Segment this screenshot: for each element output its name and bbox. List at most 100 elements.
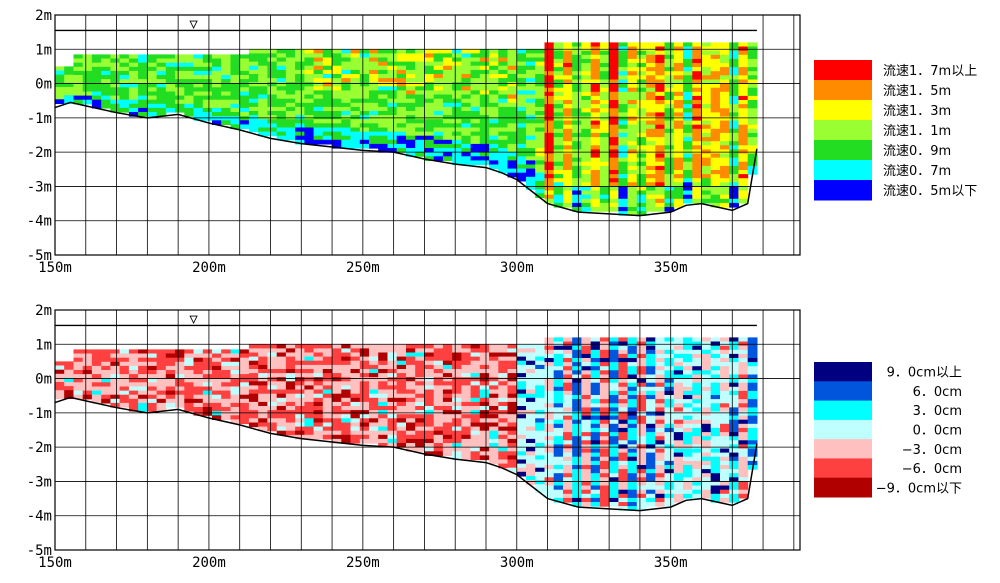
field-cell xyxy=(332,131,342,137)
field-cell xyxy=(184,75,195,80)
field-cell xyxy=(202,353,213,359)
field-cell xyxy=(609,71,619,76)
field-cell xyxy=(563,362,573,367)
field-cell xyxy=(627,182,638,187)
field-cell xyxy=(673,87,684,93)
field-cell xyxy=(489,414,499,419)
field-cell xyxy=(720,477,730,482)
field-cell xyxy=(461,102,472,108)
field-cell xyxy=(692,366,703,371)
field-cell xyxy=(369,53,379,59)
field-cell xyxy=(406,377,416,382)
field-cell xyxy=(110,58,121,64)
field-cell xyxy=(101,390,111,396)
field-cell xyxy=(581,87,592,93)
field-cell xyxy=(479,393,490,399)
field-cell xyxy=(461,82,472,87)
field-cell xyxy=(609,341,619,347)
field-cell xyxy=(655,178,666,183)
field-cell xyxy=(489,455,499,461)
field-cell xyxy=(535,463,545,469)
field-cell xyxy=(175,382,185,387)
field-cell xyxy=(313,53,324,59)
field-cell xyxy=(55,394,65,399)
field-cell xyxy=(230,382,241,387)
field-cell xyxy=(341,344,352,349)
field-cell xyxy=(332,426,342,432)
field-cell xyxy=(184,66,195,72)
field-cell xyxy=(91,91,102,97)
field-cell xyxy=(175,353,185,359)
field-cell xyxy=(553,83,564,89)
field-cell xyxy=(378,78,388,83)
field-cell xyxy=(701,460,712,466)
field-cell xyxy=(720,182,730,187)
field-cell xyxy=(590,116,601,122)
field-cell xyxy=(618,390,629,396)
field-cell xyxy=(378,135,388,141)
field-cell xyxy=(738,485,749,491)
field-cell xyxy=(332,135,342,141)
field-cell xyxy=(221,415,231,420)
field-cell xyxy=(424,373,435,378)
field-cell xyxy=(387,148,398,153)
field-cell xyxy=(424,98,435,104)
field-cell xyxy=(526,348,536,354)
field-cell xyxy=(350,381,361,386)
legend-label: 9．0cm以上 xyxy=(887,366,962,381)
field-cell xyxy=(729,399,739,404)
field-cell xyxy=(563,145,573,150)
field-cell xyxy=(285,364,296,370)
field-cell xyxy=(526,176,536,182)
field-cell xyxy=(683,165,693,171)
field-cell xyxy=(599,423,610,429)
field-cell xyxy=(295,356,305,362)
field-cell xyxy=(646,58,656,64)
field-cell xyxy=(581,432,592,437)
field-cell xyxy=(295,393,305,399)
field-cell xyxy=(498,49,509,54)
field-cell xyxy=(433,389,444,395)
field-cell xyxy=(378,414,388,419)
field-cell xyxy=(618,112,629,118)
field-cell xyxy=(424,438,435,444)
field-cell xyxy=(747,460,758,466)
field-cell xyxy=(498,393,509,399)
field-cell xyxy=(618,178,629,183)
field-cell xyxy=(526,57,536,63)
field-cell xyxy=(156,365,167,371)
field-cell xyxy=(683,411,693,417)
field-cell xyxy=(64,66,74,72)
field-cell xyxy=(442,82,453,87)
field-cell xyxy=(526,381,536,386)
field-cell xyxy=(710,353,721,359)
field-cell xyxy=(572,190,582,196)
field-cell xyxy=(692,128,703,134)
field-cell xyxy=(692,419,703,425)
field-cell xyxy=(572,448,582,454)
field-cell xyxy=(627,198,638,204)
field-cell xyxy=(479,131,490,137)
field-cell xyxy=(461,123,472,128)
field-cell xyxy=(498,115,509,120)
field-cell xyxy=(738,104,749,109)
field-cell xyxy=(119,62,130,68)
field-cell xyxy=(332,356,342,362)
field-cell xyxy=(452,74,462,79)
field-cell xyxy=(73,58,84,64)
field-cell xyxy=(479,447,490,452)
field-cell xyxy=(646,477,656,482)
field-cell xyxy=(590,407,601,413)
field-cell xyxy=(147,398,158,404)
field-cell xyxy=(341,102,352,108)
field-cell xyxy=(572,502,582,507)
field-cell xyxy=(526,180,536,186)
field-cell xyxy=(498,131,509,137)
field-cell xyxy=(655,54,666,60)
field-cell xyxy=(267,422,278,428)
field-cell xyxy=(470,69,481,75)
field-cell xyxy=(359,373,370,378)
field-cell xyxy=(516,148,527,153)
field-cell xyxy=(184,87,195,92)
field-cell xyxy=(248,106,259,112)
